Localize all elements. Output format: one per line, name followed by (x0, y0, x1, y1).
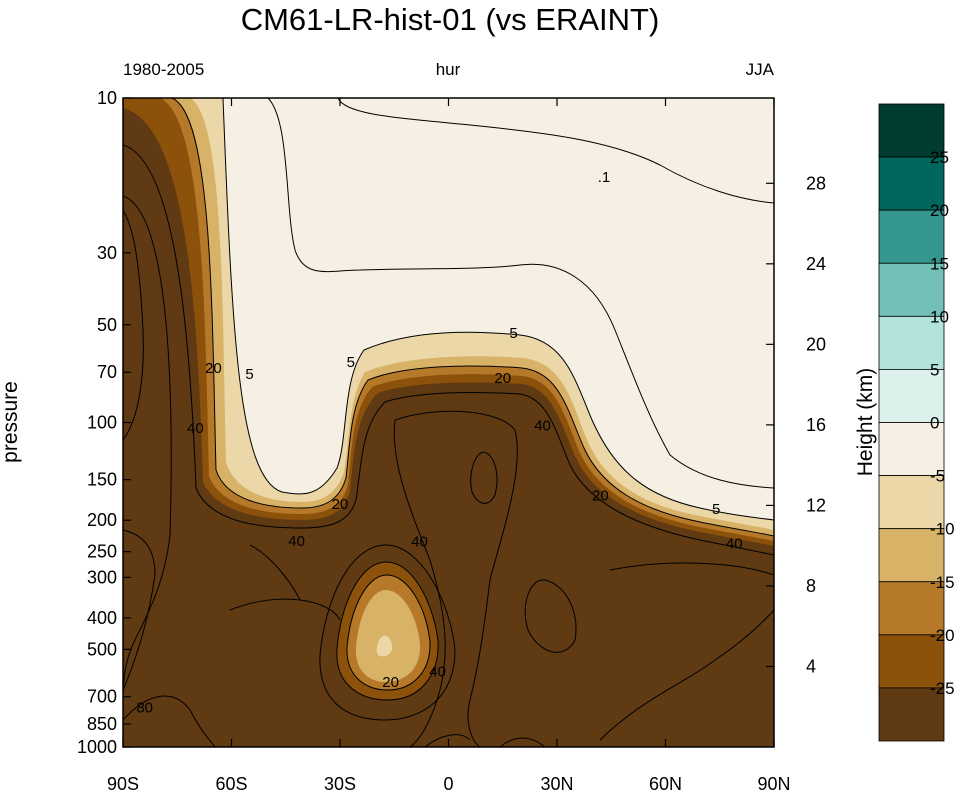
x-tick-label: 60N (649, 774, 682, 794)
colorbar-label: 15 (930, 254, 949, 273)
y2-tick-label: 28 (806, 173, 826, 193)
colorbar-swatch (878, 687, 945, 742)
x-tick-label: 90N (757, 774, 790, 794)
y-tick-label: 500 (87, 639, 117, 659)
colorbar-swatch (878, 103, 945, 158)
chart-title: CM61-LR-hist-01 (vs ERAINT) (241, 2, 660, 37)
contour-label: .1 (598, 169, 611, 186)
colorbar-swatch (878, 315, 945, 370)
x-tick-label: 30N (540, 774, 573, 794)
contour-line (393, 419, 446, 747)
y-tick-label: 70 (97, 362, 117, 382)
colorbar-swatch (878, 262, 945, 317)
colorbar-label: 0 (930, 414, 939, 433)
contour-line (123, 695, 216, 747)
colorbar-label: -10 (930, 520, 955, 539)
y2-axis-label: Height (km) (854, 368, 877, 477)
y2-tick-label: 4 (806, 656, 816, 676)
contour-line (222, 98, 774, 521)
y2-tick-label: 12 (806, 495, 826, 515)
x-tick-label: 90S (107, 774, 139, 794)
colorbar-label: 20 (930, 201, 949, 220)
colorbar-swatch (878, 156, 945, 211)
colorbar-swatch (878, 209, 945, 264)
contour-label: 5 (712, 501, 720, 518)
contour-line (609, 562, 774, 576)
contour-label: 5 (347, 354, 355, 371)
x-tick-label: 60S (215, 774, 247, 794)
y2-tick-label: 20 (806, 334, 826, 354)
contour-line (394, 410, 518, 747)
y-axis-label: pressure (0, 381, 22, 463)
contour-line (123, 195, 172, 701)
y-tick-label: 300 (87, 567, 117, 587)
contour-line (123, 209, 144, 441)
contour-label: 20 (205, 360, 222, 377)
colorbar-swatch (878, 581, 945, 636)
contour-line (267, 98, 774, 489)
colorbar-label: -20 (930, 626, 955, 645)
contour-label: 80 (136, 699, 153, 716)
contour-label: 40 (411, 534, 428, 551)
contour-line (319, 544, 456, 721)
y2-tick-label: 24 (806, 254, 826, 274)
y-tick-label: 30 (97, 243, 117, 263)
contour-line (123, 529, 156, 691)
y-tick-label: 400 (87, 608, 117, 628)
colorbar-label: -15 (930, 573, 955, 592)
y-tick-label: 10 (97, 88, 117, 108)
y2-tick-label: 8 (806, 576, 816, 596)
pocket-minus-10 (355, 590, 421, 682)
colorbar-swatch (878, 369, 945, 423)
contour-line (171, 98, 774, 537)
y-tick-label: 150 (87, 470, 117, 490)
contour-label: 5 (245, 366, 253, 383)
band-minus-25 (123, 108, 774, 747)
y-tick-label: 250 (87, 542, 117, 562)
pocket-minus-5 (376, 635, 393, 657)
contour-label: 20 (332, 496, 349, 513)
contour-line (470, 451, 498, 504)
colorbar-swatch (878, 475, 945, 530)
contour-line (499, 737, 546, 747)
y-tick-label: 200 (87, 510, 117, 530)
contour-label: 40 (726, 536, 743, 553)
subtitle-right: JJA (746, 60, 775, 79)
x-tick-label: 0 (443, 774, 453, 794)
colorbar-swatch (878, 634, 945, 689)
contour-label: 20 (494, 370, 511, 387)
colorbar-label: 5 (930, 360, 939, 379)
contour-line (123, 144, 774, 556)
contour-line (337, 98, 774, 204)
contour-label: 40 (288, 533, 305, 550)
y-tick-label: 1000 (77, 737, 117, 757)
contour-line (524, 579, 577, 653)
contour-line (249, 544, 301, 601)
contour-label: 40 (187, 420, 204, 437)
contour-line (336, 561, 439, 701)
contour-label: 5 (509, 325, 517, 342)
contour-label: 40 (534, 417, 551, 434)
contour-line (346, 574, 431, 691)
subtitle-center: hur (436, 60, 461, 79)
y-tick-label: 850 (87, 714, 117, 734)
contour-line (599, 609, 774, 741)
colorbar-label: 25 (930, 148, 949, 167)
colorbar-label: -25 (930, 679, 955, 698)
contour-label: 20 (592, 488, 609, 505)
subtitle-left: 1980-2005 (123, 60, 204, 79)
y2-tick-label: 16 (806, 415, 826, 435)
colorbar-label: 10 (930, 307, 949, 326)
contour-line (424, 734, 471, 747)
y-tick-label: 700 (87, 687, 117, 707)
y-tick-label: 50 (97, 315, 117, 335)
x-tick-label: 30S (324, 774, 356, 794)
contour-label: 40 (429, 663, 446, 680)
colorbar-label: -5 (930, 467, 945, 486)
plot-area: .1 5 5 5 20 20 40 40 20 5 20 40 40 40 20 40 80 (123, 98, 774, 747)
contour-label: 20 (382, 674, 399, 691)
y-tick-label: 100 (87, 413, 117, 433)
